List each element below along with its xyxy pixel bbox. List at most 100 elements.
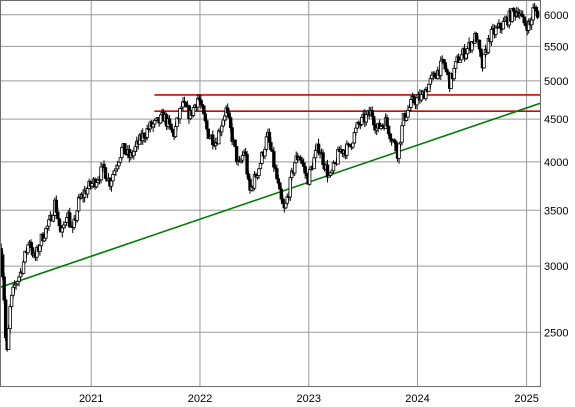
candle-body — [17, 276, 21, 282]
candle-body — [211, 134, 215, 146]
price-series — [0, 2, 540, 352]
candle-body — [284, 202, 288, 209]
candle-body — [523, 22, 528, 26]
candle-body — [44, 227, 48, 239]
candle-body — [321, 152, 325, 166]
candle-body — [112, 170, 117, 175]
candle-body — [233, 139, 237, 147]
candle-body — [60, 227, 64, 233]
candle-body — [3, 299, 8, 339]
candle-body — [313, 150, 318, 159]
candle-body — [385, 117, 389, 127]
candle-body — [118, 157, 123, 163]
candle-body — [352, 132, 357, 144]
candle-body — [307, 169, 312, 185]
candle-body — [234, 146, 239, 162]
x-tick-label: 2022 — [188, 393, 212, 405]
candle-body — [227, 112, 231, 119]
candle-body — [57, 218, 62, 226]
y-tick-label: 6000 — [544, 10, 568, 22]
candle-body — [173, 126, 178, 138]
candle-body — [109, 180, 114, 187]
candle-body — [191, 107, 196, 116]
candle-body — [415, 97, 419, 106]
candle-body — [531, 7, 535, 21]
candle-body — [203, 113, 208, 122]
candle-body — [428, 78, 433, 85]
candle-body — [246, 173, 251, 180]
candle-body — [6, 328, 11, 350]
candle-body — [264, 136, 269, 150]
candle-body — [394, 141, 398, 152]
candle-body — [406, 109, 410, 118]
reference-lines — [0, 94, 541, 289]
candle-body — [56, 211, 60, 220]
y-axis-labels: 6000 5500 5000 4500 4000 3500 3000 2500 — [544, 10, 568, 339]
candle-body — [29, 241, 33, 249]
candle-body — [303, 166, 307, 174]
candle-body — [388, 133, 392, 140]
candle-body — [228, 117, 233, 129]
candle-body — [220, 125, 224, 133]
candle-body — [8, 306, 12, 330]
candle-body — [279, 188, 284, 200]
candle-body — [21, 261, 26, 274]
candle-body — [54, 199, 59, 213]
candle-body — [445, 68, 449, 73]
candle-body — [501, 21, 506, 30]
candle-body — [103, 167, 108, 179]
candle-body — [464, 53, 468, 59]
candle-body — [42, 237, 47, 242]
candle-body — [0, 254, 5, 278]
candle-body — [62, 224, 66, 229]
candle-body — [199, 99, 203, 105]
plot-frame — [0, 0, 541, 387]
candle-body — [275, 168, 279, 180]
candle-body — [458, 59, 462, 63]
candle-body — [439, 60, 443, 76]
candle-body — [151, 123, 155, 128]
y-tick-label: 5500 — [544, 41, 568, 53]
x-axis-labels: 2021 2022 2023 2024 2025 — [79, 393, 539, 405]
candle-body — [534, 7, 538, 12]
candle-body — [158, 114, 163, 124]
candle-body — [94, 182, 99, 188]
x-tick-label: 2023 — [296, 393, 320, 405]
candle-body — [459, 54, 464, 61]
candle-body — [169, 123, 173, 130]
grid — [0, 0, 540, 387]
candle-body — [99, 166, 103, 181]
candle-body — [123, 143, 127, 155]
candle-body — [535, 10, 540, 18]
candle-body — [47, 219, 51, 227]
candle-body — [245, 153, 249, 175]
candle-body — [370, 110, 374, 117]
candle-body — [68, 212, 72, 228]
candle-body — [281, 198, 285, 205]
candle-body — [223, 115, 227, 121]
candle-body — [433, 72, 437, 78]
candle-body — [240, 154, 245, 161]
candle-body — [120, 147, 124, 158]
candle-body — [85, 188, 90, 195]
candle-body — [202, 105, 206, 115]
x-tick-label: 2024 — [405, 393, 429, 405]
candle-body — [316, 143, 321, 154]
candle-body — [102, 163, 106, 169]
candle-body — [498, 22, 503, 29]
y-tick-label: 5000 — [544, 76, 568, 88]
candle-body — [372, 116, 376, 126]
candle-body — [427, 83, 431, 93]
candle-body — [360, 116, 364, 125]
candle-body — [494, 27, 498, 35]
candle-body — [409, 99, 413, 108]
candle-body — [152, 119, 157, 125]
y-tick-label: 4000 — [544, 157, 568, 169]
candle-body — [221, 119, 225, 127]
candle-body — [257, 168, 261, 176]
candle-body — [351, 142, 355, 148]
candle-body — [312, 157, 316, 170]
candle-body — [452, 67, 456, 80]
candle-body — [9, 294, 14, 307]
candle-body — [412, 95, 416, 103]
